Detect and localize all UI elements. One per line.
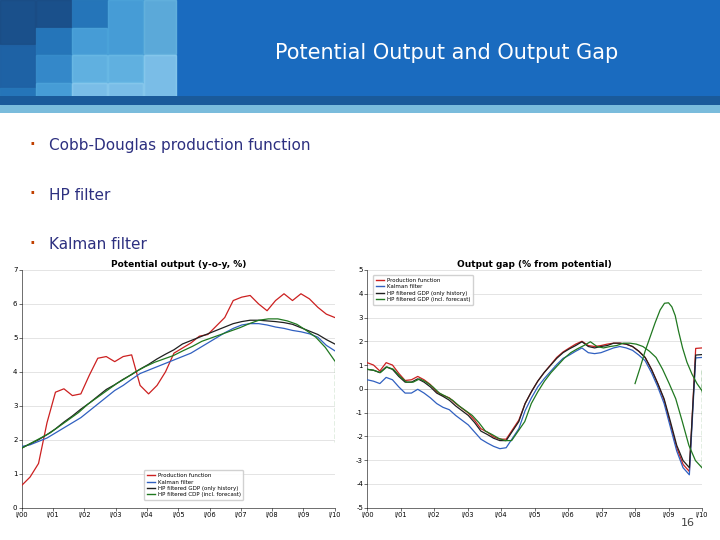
Text: Potential Output and Output Gap: Potential Output and Output Gap (275, 43, 618, 64)
Bar (36, 28, 71, 55)
Bar (72, 83, 107, 97)
Text: HP filter: HP filter (49, 187, 110, 202)
Bar (72, 0, 107, 27)
Text: 16: 16 (681, 518, 695, 528)
Bar (0, 89, 35, 97)
Text: Kalman filter: Kalman filter (49, 237, 147, 252)
Bar (0, 0, 35, 44)
Bar (36, 83, 71, 97)
Legend: Production function, Kalman filter, HP filtered GDP (only history), HP filtered : Production function, Kalman filter, HP f… (374, 275, 473, 305)
Text: ·: · (30, 186, 35, 201)
Text: ·: · (30, 137, 35, 152)
Title: Output gap (% from potential): Output gap (% from potential) (457, 260, 612, 269)
Bar (72, 28, 107, 55)
Bar (36, 0, 71, 27)
Text: ·: · (30, 235, 35, 251)
Bar (72, 56, 107, 82)
Legend: Production function, Kalman filter, HP filtered GDP (only history), HP filtered : Production function, Kalman filter, HP f… (144, 470, 243, 500)
Bar (144, 0, 176, 55)
Title: Potential output (y-o-y, %): Potential output (y-o-y, %) (110, 260, 246, 269)
Bar (108, 56, 143, 82)
Bar (144, 56, 176, 97)
Text: Cobb-Douglas production function: Cobb-Douglas production function (49, 138, 310, 153)
Bar (0, 45, 35, 87)
Bar (108, 0, 143, 55)
Bar (108, 83, 143, 97)
Bar (36, 56, 71, 82)
